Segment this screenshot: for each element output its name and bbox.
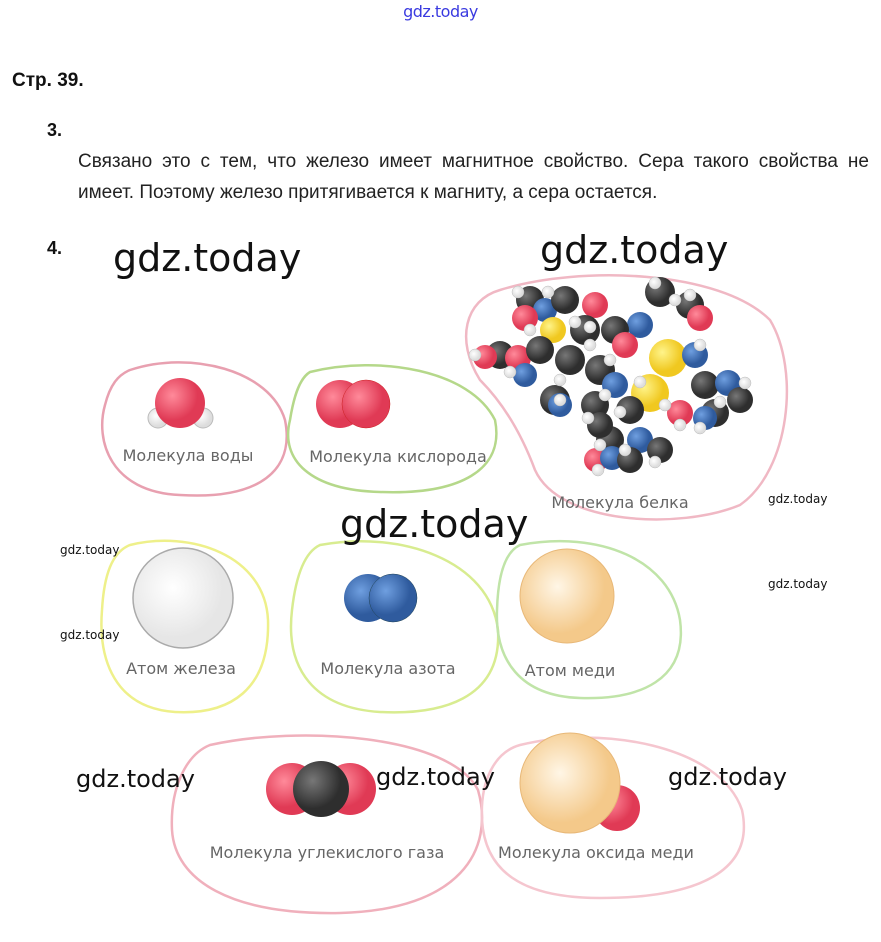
watermark: gdz.today [668,763,787,791]
protein-atom [627,427,653,453]
protein-hydrogen-atom [523,323,537,337]
protein-outline [465,274,789,521]
protein-atom [526,336,554,364]
protein-hydrogen-atom [598,388,612,402]
watermark: gdz.today [540,228,729,272]
oxygen-molecule [316,379,391,429]
protein-hydrogen-atom [673,418,687,432]
protein-atom [551,286,579,314]
protein-hydrogen-atom [511,285,525,299]
water-outline [101,361,288,497]
watermark: gdz.today [340,502,529,546]
protein-hydrogen-atom [693,421,707,435]
label-iron: Атом железа [126,659,236,678]
protein-hydrogen-atom [553,373,567,387]
watermark: gdz.today [76,765,195,793]
watermark: gdz.today [113,236,302,280]
protein-atom [540,317,566,343]
protein-hydrogen-atom [468,348,482,362]
protein-hydrogen-atom [668,293,682,307]
watermark: gdz.today [768,577,828,591]
label-water: Молекула воды [123,446,254,465]
protein-atom [649,339,687,377]
protein-hydrogen-atom [648,455,662,469]
protein-atom [582,292,608,318]
co2-molecule [266,761,376,817]
iron-atom [132,547,234,649]
page-title: Стр. 39. [12,70,84,91]
protein-hydrogen-atom [541,285,555,299]
protein-atom [667,400,693,426]
protein-hydrogen-atom [568,315,582,329]
label-oxygen: Молекула кислорода [309,447,487,466]
protein-hydrogen-atom [553,393,567,407]
protein-atom [612,332,638,358]
protein-atom [687,305,713,331]
watermark: gdz.today [60,628,120,642]
task-4-number: 4. [47,238,63,258]
protein-atom [727,387,753,413]
protein-hydrogen-atom [618,443,632,457]
protein-hydrogen-atom [658,398,672,412]
water-molecule [147,378,214,429]
task-3-answer: Связано это с тем, что железо имеет магн… [78,151,869,203]
task-3-number: 3. [47,120,63,140]
protein-hydrogen-atom [593,438,607,452]
watermark: gdz.today [60,543,120,557]
watermark-top[interactable]: gdz.today [403,2,478,21]
label-copper: Атом меди [525,661,616,680]
protein-hydrogen-atom [713,395,727,409]
protein-hydrogen-atom [583,338,597,352]
oxygen-outline [286,364,498,494]
label-protein: Молекула белка [551,493,688,512]
protein-atom [555,345,585,375]
nitrogen-molecule [344,573,418,623]
protein-hydrogen-atom [683,288,697,302]
protein-hydrogen-atom [738,376,752,390]
copper-oxide-molecule [519,732,640,834]
co2-outline [170,734,484,915]
iron-outline [100,539,270,714]
protein-hydrogen-atom [633,375,647,389]
label-copper-oxide: Молекула оксида меди [498,843,694,862]
protein-hydrogen-atom [603,353,617,367]
protein-hydrogen-atom [583,320,597,334]
protein-hydrogen-atom [693,338,707,352]
watermark: gdz.today [768,492,828,506]
protein-hydrogen-atom [613,405,627,419]
copper-oxide-outline [480,736,745,900]
protein-atom [691,371,719,399]
label-co2: Молекула углекислого газа [210,843,445,862]
protein-hydrogen-atom [591,463,605,477]
watermark: gdz.today [376,763,495,791]
protein-molecule [468,276,753,477]
protein-atom [533,298,557,322]
protein-hydrogen-atom [503,365,517,379]
copper-outline [495,540,683,700]
protein-atom [513,363,537,387]
label-nitrogen: Молекула азота [320,659,455,678]
copper-atom [519,548,615,644]
protein-hydrogen-atom [581,411,595,425]
nitrogen-outline [289,540,500,714]
protein-atom [627,312,653,338]
protein-hydrogen-atom [648,276,662,290]
